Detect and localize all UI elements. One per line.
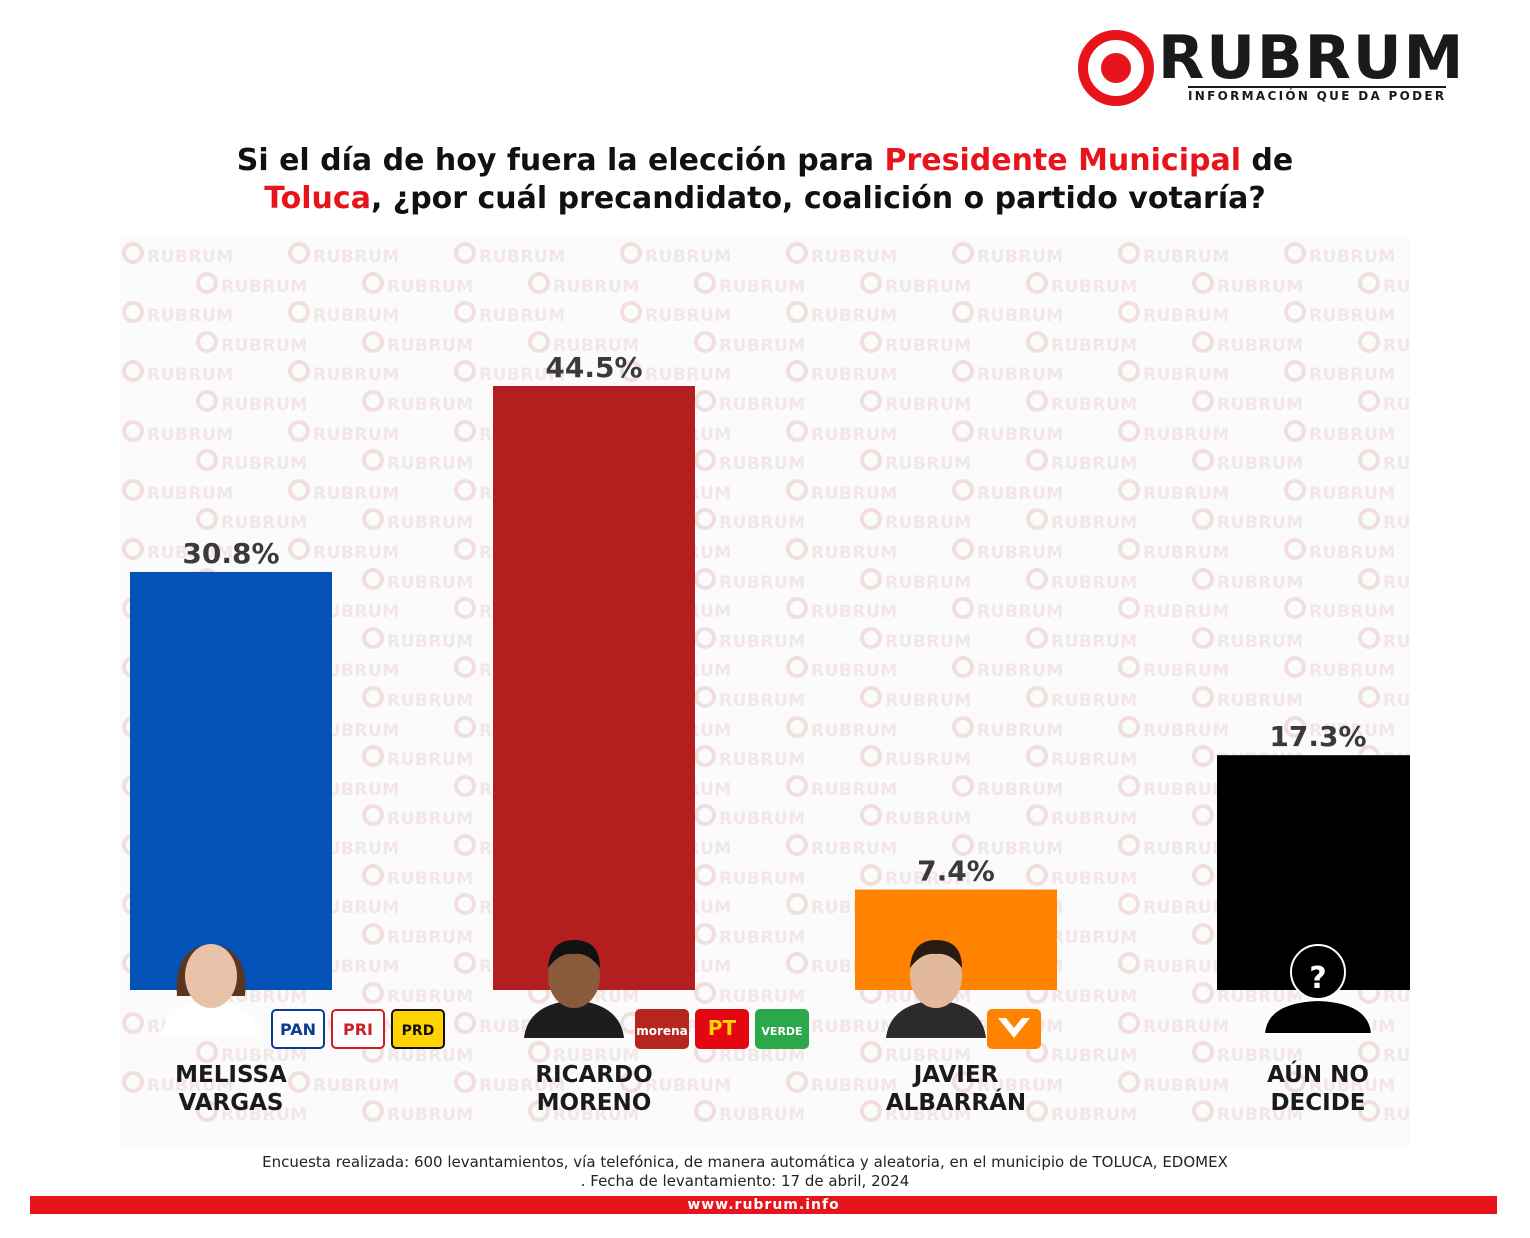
party-logo-text: VERDE (761, 1025, 802, 1038)
photo-body (886, 1000, 986, 1038)
photo-face (910, 944, 962, 1008)
footnote-line-2: . Fecha de levantamiento: 17 de abril, 2… (580, 1172, 910, 1190)
party-logo-box (391, 1009, 445, 1049)
party-logo-box (695, 1009, 749, 1049)
movimiento-ciudadano-logo-icon (987, 1009, 1041, 1049)
party-logo-box (755, 1009, 809, 1049)
title-part-2: de (1240, 143, 1294, 178)
party-logo-box (331, 1009, 385, 1049)
unknown-person-icon: ? (1262, 944, 1374, 1035)
candidate-name: VARGAS (179, 1090, 284, 1116)
party-logo-text: morena (636, 1024, 687, 1038)
candidate-name: AÚN NO (1267, 1060, 1369, 1088)
footer-bar: www.rubrum.info (30, 1196, 1497, 1214)
candidate-name: MORENO (537, 1090, 652, 1116)
chart-title: Si el día de hoy fuera la elección para … (60, 142, 1470, 218)
photo-hair (910, 940, 962, 968)
pri-logo-icon: PRI (331, 1009, 385, 1049)
photo-body (161, 1000, 261, 1038)
data-label: 44.5% (545, 351, 642, 384)
candidate-photo (886, 940, 986, 1038)
watermark-row: RUBRUMRUBRUMRUBRUMRUBRUMRUBRUMRUBRUMRUBR… (196, 982, 1410, 1007)
pt-logo-icon: PT (695, 1009, 749, 1049)
pan-logo-icon: PAN (271, 1009, 325, 1049)
rubrum-logo-icon (1078, 30, 1154, 106)
candidate-name: ALBARRÁN (886, 1088, 1026, 1116)
candidate-photo (161, 944, 261, 1038)
data-label: 7.4% (917, 855, 995, 888)
candidate-photo (524, 940, 624, 1038)
silhouette-body (1262, 998, 1374, 1035)
morena-logo-icon: morena (635, 1009, 689, 1049)
bar (130, 571, 332, 990)
rubrum-logo: RUBRUM INFORMACIÓN QUE DA PODER (1078, 23, 1488, 110)
logo-wordmark: RUBRUM (1158, 23, 1466, 93)
title-highlight-office: Presidente Municipal (884, 143, 1241, 178)
candidate-name: DECIDE (1270, 1090, 1365, 1116)
party-logo-text: PAN (280, 1020, 316, 1039)
candidate-name: MELISSA (175, 1062, 287, 1088)
photo-face (548, 944, 600, 1008)
question-mark: ? (1309, 961, 1326, 996)
footnote-line-1: Encuesta realizada: 600 levantamientos, … (262, 1153, 1228, 1171)
survey-footnote: Encuesta realizada: 600 levantamientos, … (60, 1153, 1430, 1191)
party-logo-box (635, 1009, 689, 1049)
website-link[interactable]: www.rubrum.info (687, 1197, 840, 1213)
photo-body (524, 1000, 624, 1038)
bar (493, 386, 695, 990)
party-logo-text: PRD (402, 1023, 435, 1039)
logo-tagline: INFORMACIÓN QUE DA PODER (1188, 86, 1447, 103)
chart-panel: RUBRUM RUBRUM RUBRUM RUBRUM RUBRUM RUBRUM RUBR… (120, 236, 1410, 1146)
photo-face (185, 944, 237, 1008)
title-highlight-city: Toluca (264, 181, 371, 216)
candidate-name: RICARDO (535, 1062, 652, 1088)
verde-logo-icon: VERDE (755, 1009, 809, 1049)
title-part-3: , ¿por cuál precandidato, coalición o pa… (370, 181, 1266, 216)
party-logo-text: PRI (343, 1020, 373, 1039)
party-logo-text: PT (708, 1016, 737, 1040)
mc-eagle-shape (998, 1018, 1030, 1038)
party-logo-box (271, 1009, 325, 1049)
candidate-name: JAVIER (912, 1062, 999, 1088)
photo-hair (548, 940, 600, 968)
title-part-1: Si el día de hoy fuera la elección para (236, 143, 885, 178)
data-label: 30.8% (182, 537, 279, 570)
data-label: 17.3% (1269, 720, 1366, 753)
prd-logo-icon: PRD (391, 1009, 445, 1049)
